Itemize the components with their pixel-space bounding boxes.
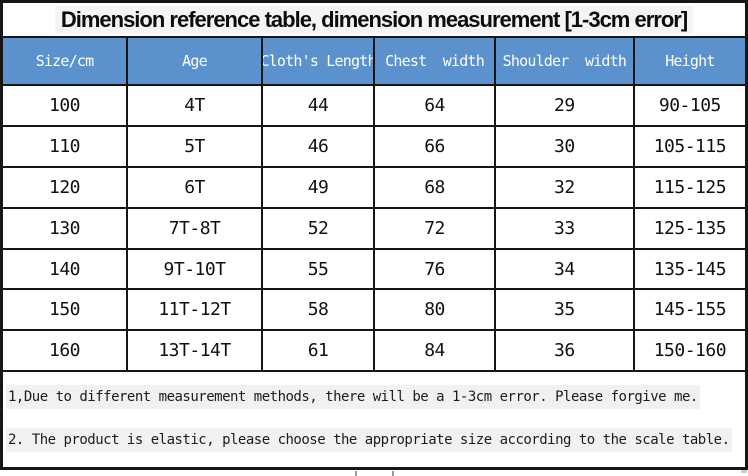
table-row: 140 9T-10T 55 76 34 135-145 xyxy=(3,249,745,291)
table-cell: 100 xyxy=(3,86,129,125)
table-cell: 61 xyxy=(263,331,376,371)
table-cell: 32 xyxy=(496,167,635,207)
table-cell: 4T xyxy=(128,86,264,125)
table-cell: 13T-14T xyxy=(128,331,264,371)
table-cell: 64 xyxy=(375,86,497,125)
table-cell: 76 xyxy=(375,249,497,289)
table-cell: 84 xyxy=(375,331,497,371)
table-cell: 9T-10T xyxy=(128,249,264,289)
table-cell: 7T-8T xyxy=(128,208,264,248)
cropped-cell-border xyxy=(355,471,357,476)
table-cell: 115-125 xyxy=(653,176,727,198)
table-cell: 125-135 xyxy=(653,217,727,239)
footnote-measurement-error: 1,Due to different measurement methods, … xyxy=(6,385,700,410)
table-cell: 145-155 xyxy=(653,299,727,321)
table-cell: 160 xyxy=(3,331,129,371)
table-cell: 34 xyxy=(496,249,635,289)
cropped-corner-mark xyxy=(741,470,747,473)
table-cell: 52 xyxy=(263,208,376,248)
table-cell: 135-145 xyxy=(653,258,727,280)
header-cell-shoulder-width: Shoulder width xyxy=(496,38,635,84)
table-row: 130 7T-8T 52 72 33 125-135 xyxy=(3,208,745,250)
table-cell: 80 xyxy=(375,290,497,330)
table-cell: 150-160 xyxy=(653,340,727,362)
table-cell: 55 xyxy=(263,249,376,289)
table-cell: 33 xyxy=(496,208,635,248)
footnote-elastic-product: 2. The product is elastic, please choose… xyxy=(6,427,732,452)
header-cell-size-cm: Size/cm xyxy=(3,38,129,84)
title-row: Dimension reference table, dimension mea… xyxy=(3,3,745,38)
table-cell: 30 xyxy=(496,126,635,166)
table-header-row: Size/cm Age Cloth's Length Chest width S… xyxy=(3,38,745,86)
table-cell: 140 xyxy=(3,249,129,289)
footnotes: 1,Due to different measurement methods, … xyxy=(3,372,745,467)
table-cell: 5T xyxy=(128,126,264,166)
table-cell: 11T-12T xyxy=(128,290,264,330)
table-cell: 72 xyxy=(375,208,497,248)
cropped-cell-border xyxy=(392,471,394,476)
table-cell: 49 xyxy=(263,167,376,207)
table-cell: 68 xyxy=(375,167,497,207)
header-cell-cloth-length: Cloth's Length xyxy=(263,38,376,84)
table-cell: 35 xyxy=(496,290,635,330)
table-row: 150 11T-12T 58 80 35 145-155 xyxy=(3,290,745,332)
table-row: 160 13T-14T 61 84 36 150-160 xyxy=(3,331,745,373)
table-cell: 110 xyxy=(3,126,129,166)
table-cell: 105-115 xyxy=(653,135,727,157)
table-cell: 120 xyxy=(3,167,129,207)
table-cell: 44 xyxy=(263,86,376,125)
table-cell: 150 xyxy=(3,290,129,330)
table-row: 100 4T 44 64 29 90-105 xyxy=(3,86,745,127)
table-cell: 66 xyxy=(375,126,497,166)
table-cell: 29 xyxy=(496,86,635,125)
footnote-line: 1,Due to different measurement methods, … xyxy=(6,381,742,413)
header-cell-age: Age xyxy=(128,38,264,84)
table-row: 120 6T 49 68 32 115-125 xyxy=(3,167,745,209)
table-cell: 58 xyxy=(263,290,376,330)
table-cell: 6T xyxy=(128,167,264,207)
table-cell: 130 xyxy=(3,208,129,248)
header-cell-height: Height xyxy=(665,52,715,70)
header-cell-chest-width: Chest width xyxy=(375,38,497,84)
footnote-line: 2. The product is elastic, please choose… xyxy=(6,424,742,456)
cropped-next-table-edge xyxy=(0,470,748,476)
table-cell: 46 xyxy=(263,126,376,166)
table-row: 110 5T 46 66 30 105-115 xyxy=(3,126,745,168)
table-cell: 36 xyxy=(496,331,635,371)
table-cell: 90-105 xyxy=(658,94,722,116)
chart-title: Dimension reference table, dimension mea… xyxy=(54,5,694,34)
